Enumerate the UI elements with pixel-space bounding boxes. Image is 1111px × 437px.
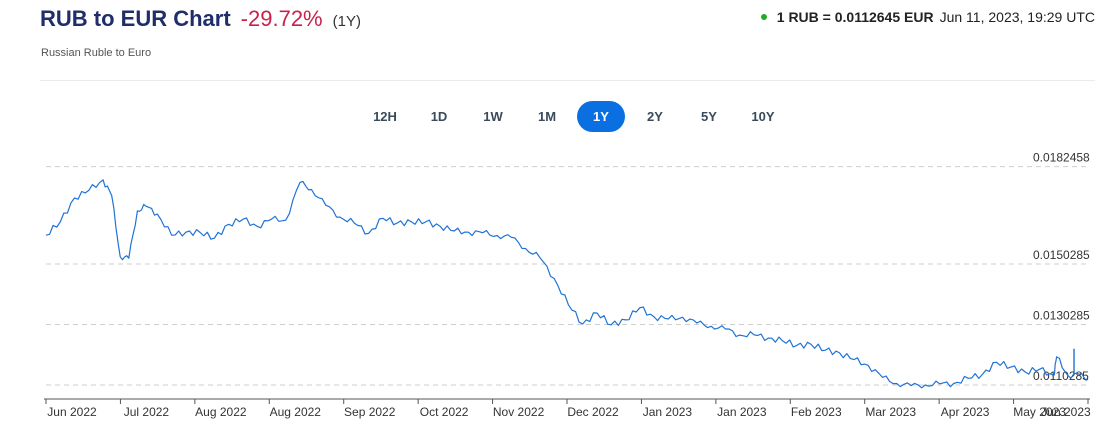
x-tick-label-11: Mar 2023: [865, 405, 916, 419]
page-title: RUB to EUR Chart: [40, 6, 231, 31]
x-tick-label-4: Sep 2022: [344, 405, 396, 419]
timeframe-tabs: 12H 1D 1W 1M 1Y 2Y 5Y 10Y: [358, 101, 790, 132]
tab-2y[interactable]: 2Y: [647, 109, 663, 124]
x-tick-label-1: Jul 2022: [124, 405, 170, 419]
x-tick-label-10: Feb 2023: [791, 405, 842, 419]
tab-5y[interactable]: 5Y: [701, 109, 717, 124]
x-tick-label-0: Jun 2022: [47, 405, 97, 419]
tab-10y[interactable]: 10Y: [751, 109, 775, 124]
x-tick-label-9: Jan 2023: [717, 405, 767, 419]
period-label: (1Y): [332, 13, 361, 30]
x-tick-label-6: Nov 2022: [493, 405, 545, 419]
y-tick-label-1: 0.0150285: [1033, 248, 1090, 262]
divider: [40, 80, 1095, 81]
rate-value: 1 RUB = 0.0112645 EUR: [776, 9, 934, 25]
y-tick-label-2: 0.0130285: [1033, 309, 1090, 323]
tab-1w[interactable]: 1W: [483, 109, 503, 124]
status-dot-icon: [760, 14, 767, 20]
x-tick-label-7: Dec 2022: [567, 405, 619, 419]
y-tick-label-0: 0.0182458: [1033, 151, 1090, 165]
tab-12h[interactable]: 12H: [373, 109, 397, 124]
live-quote: 1 RUB = 0.0112645 EUR Jun 11, 2023, 19:2…: [760, 9, 1095, 25]
x-tick-label-8: Jan 2023: [643, 405, 693, 419]
page-title-row: RUB to EUR Chart -29.72% (1Y): [40, 6, 361, 32]
x-tick-label-5: Oct 2022: [420, 405, 469, 419]
x-tick-label-2: Aug 2022: [195, 405, 247, 419]
x-tick-label-13: May 2023: [1013, 405, 1066, 419]
x-tick-label-14: Jun 2023: [1041, 405, 1091, 419]
tab-1m[interactable]: 1M: [537, 109, 557, 124]
tab-1d[interactable]: 1D: [430, 109, 448, 124]
change-percent: -29.72%: [240, 6, 323, 31]
rate-timestamp: Jun 11, 2023, 19:29 UTC: [939, 9, 1095, 25]
y-tick-label-3: 0.0110285: [1033, 369, 1089, 383]
x-tick-label-3: Aug 2022: [270, 405, 322, 419]
series-line: [45, 179, 1089, 389]
tab-1y[interactable]: 1Y: [577, 101, 625, 132]
x-tick-label-12: Apr 2023: [941, 405, 990, 419]
pair-subtitle: Russian Ruble to Euro: [41, 47, 152, 59]
